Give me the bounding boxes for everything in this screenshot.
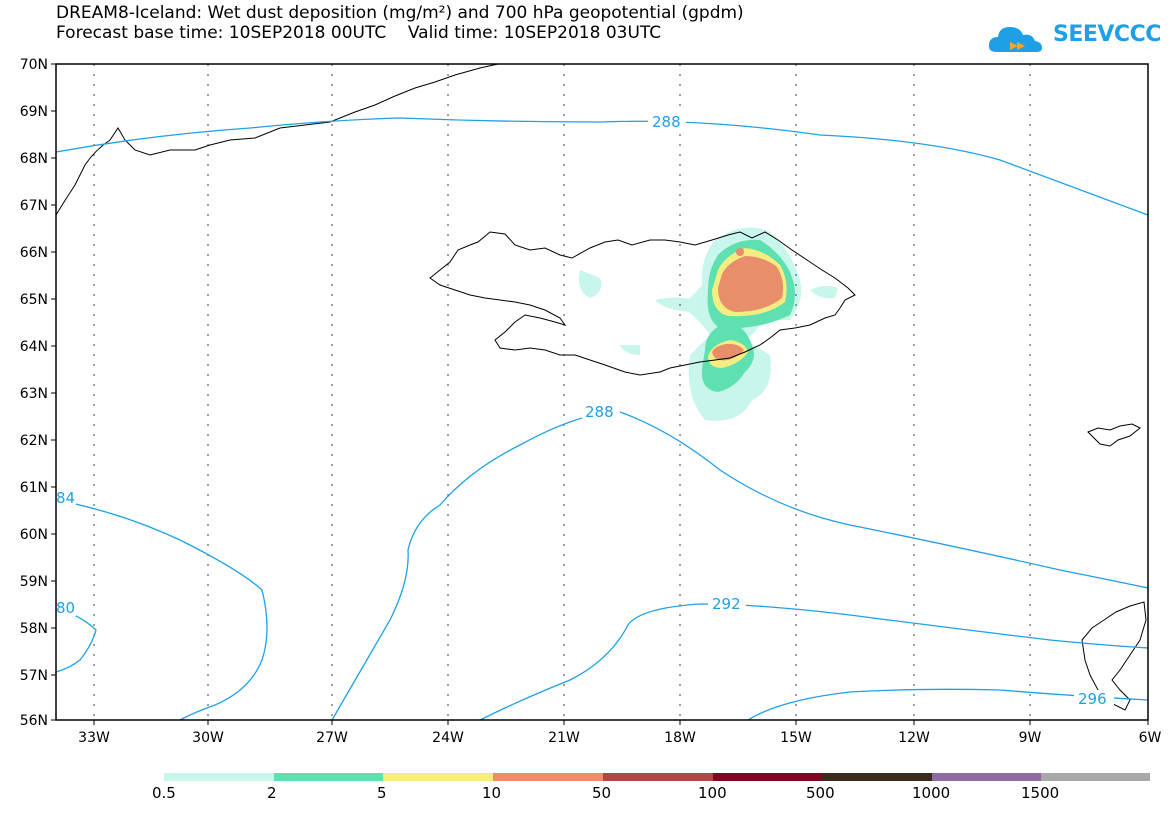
lat-label: 67N [20, 198, 48, 214]
contour-288-north [55, 117, 1149, 216]
lon-label: 30W [192, 730, 224, 746]
colorbar-label: 50 [592, 784, 612, 802]
map-title: DREAM8-Iceland: Wet dust deposition (mg/… [56, 3, 744, 23]
map-subtitle: Forecast base time: 10SEP2018 00UTC Vali… [56, 23, 662, 43]
contour-label: 292 [712, 595, 741, 613]
lat-label: 63N [20, 386, 48, 402]
contour-label: 288 [652, 113, 681, 131]
lat-label: 68N [20, 151, 48, 167]
colorbar-bin [1041, 773, 1150, 781]
contour-label: 296 [1078, 690, 1107, 708]
lat-label: 66N [20, 245, 48, 261]
lat-label: 57N [20, 668, 48, 684]
colorbar [164, 773, 1150, 781]
faroe-coast [1087, 423, 1141, 447]
iceland-coast [429, 231, 856, 376]
lat-label: 60N [20, 527, 48, 543]
colorbar-bin [822, 773, 932, 781]
colorbar-label: 2 [267, 784, 277, 802]
cloud-logo-icon [988, 27, 1042, 52]
lon-label: 9W [1019, 730, 1042, 746]
lat-label: 56N [20, 713, 48, 729]
lat-label: 58N [20, 621, 48, 637]
colorbar-bin [164, 773, 274, 781]
lon-label: 27W [316, 730, 348, 746]
colorbar-label: 10 [482, 784, 502, 802]
colorbar-label: 0.5 [152, 784, 176, 802]
lon-label: 15W [780, 730, 812, 746]
colorbar-label: 500 [806, 784, 835, 802]
lat-label: 70N [20, 57, 48, 73]
greenland-coast [55, 63, 499, 216]
colorbar-label: 100 [698, 784, 727, 802]
contour-label: 80 [56, 599, 75, 617]
colorbar-label: 5 [377, 784, 387, 802]
colorbar-label: 1000 [912, 784, 951, 802]
contour-284 [55, 499, 268, 721]
lon-label: 6W [1139, 730, 1162, 746]
colorbar-bin [274, 773, 383, 781]
lat-label: 65N [20, 292, 48, 308]
lon-label: 33W [78, 730, 110, 746]
lon-label: 24W [432, 730, 464, 746]
colorbar-bin [383, 773, 493, 781]
lat-label: 61N [20, 480, 48, 496]
colorbar-bin [493, 773, 603, 781]
longitude-gridlines [93, 64, 1031, 720]
colorbar-bin [932, 773, 1041, 781]
contour-labels: 288 288 84 80 292 296 [56, 112, 1114, 708]
coastlines [55, 63, 1147, 711]
lon-label: 18W [664, 730, 696, 746]
colorbar-bin [603, 773, 713, 781]
lon-label: 21W [548, 730, 580, 746]
dust-deposition-layer [578, 227, 838, 421]
contour-280 [55, 607, 97, 673]
logo-text: SEEVCCC [1053, 22, 1161, 47]
contour-292 [479, 603, 1149, 721]
contour-label: 288 [585, 403, 614, 421]
contour-label: 84 [56, 489, 75, 507]
contour-288-south [331, 411, 1149, 721]
latitude-axis: 70N 69N 68N 67N 66N 65N 64N 63N 62N 61N … [20, 57, 56, 729]
lat-label: 69N [20, 104, 48, 120]
lat-label: 62N [20, 433, 48, 449]
lat-label: 64N [20, 339, 48, 355]
lon-label: 12W [898, 730, 930, 746]
contour-296 [747, 688, 1149, 721]
longitude-axis: 33W 30W 27W 24W 21W 18W 15W 12W 9W 6W [78, 720, 1162, 746]
colorbar-label: 1500 [1021, 784, 1060, 802]
map-frame [55, 63, 1149, 721]
colorbar-bin [713, 773, 822, 781]
lat-label: 59N [20, 574, 48, 590]
